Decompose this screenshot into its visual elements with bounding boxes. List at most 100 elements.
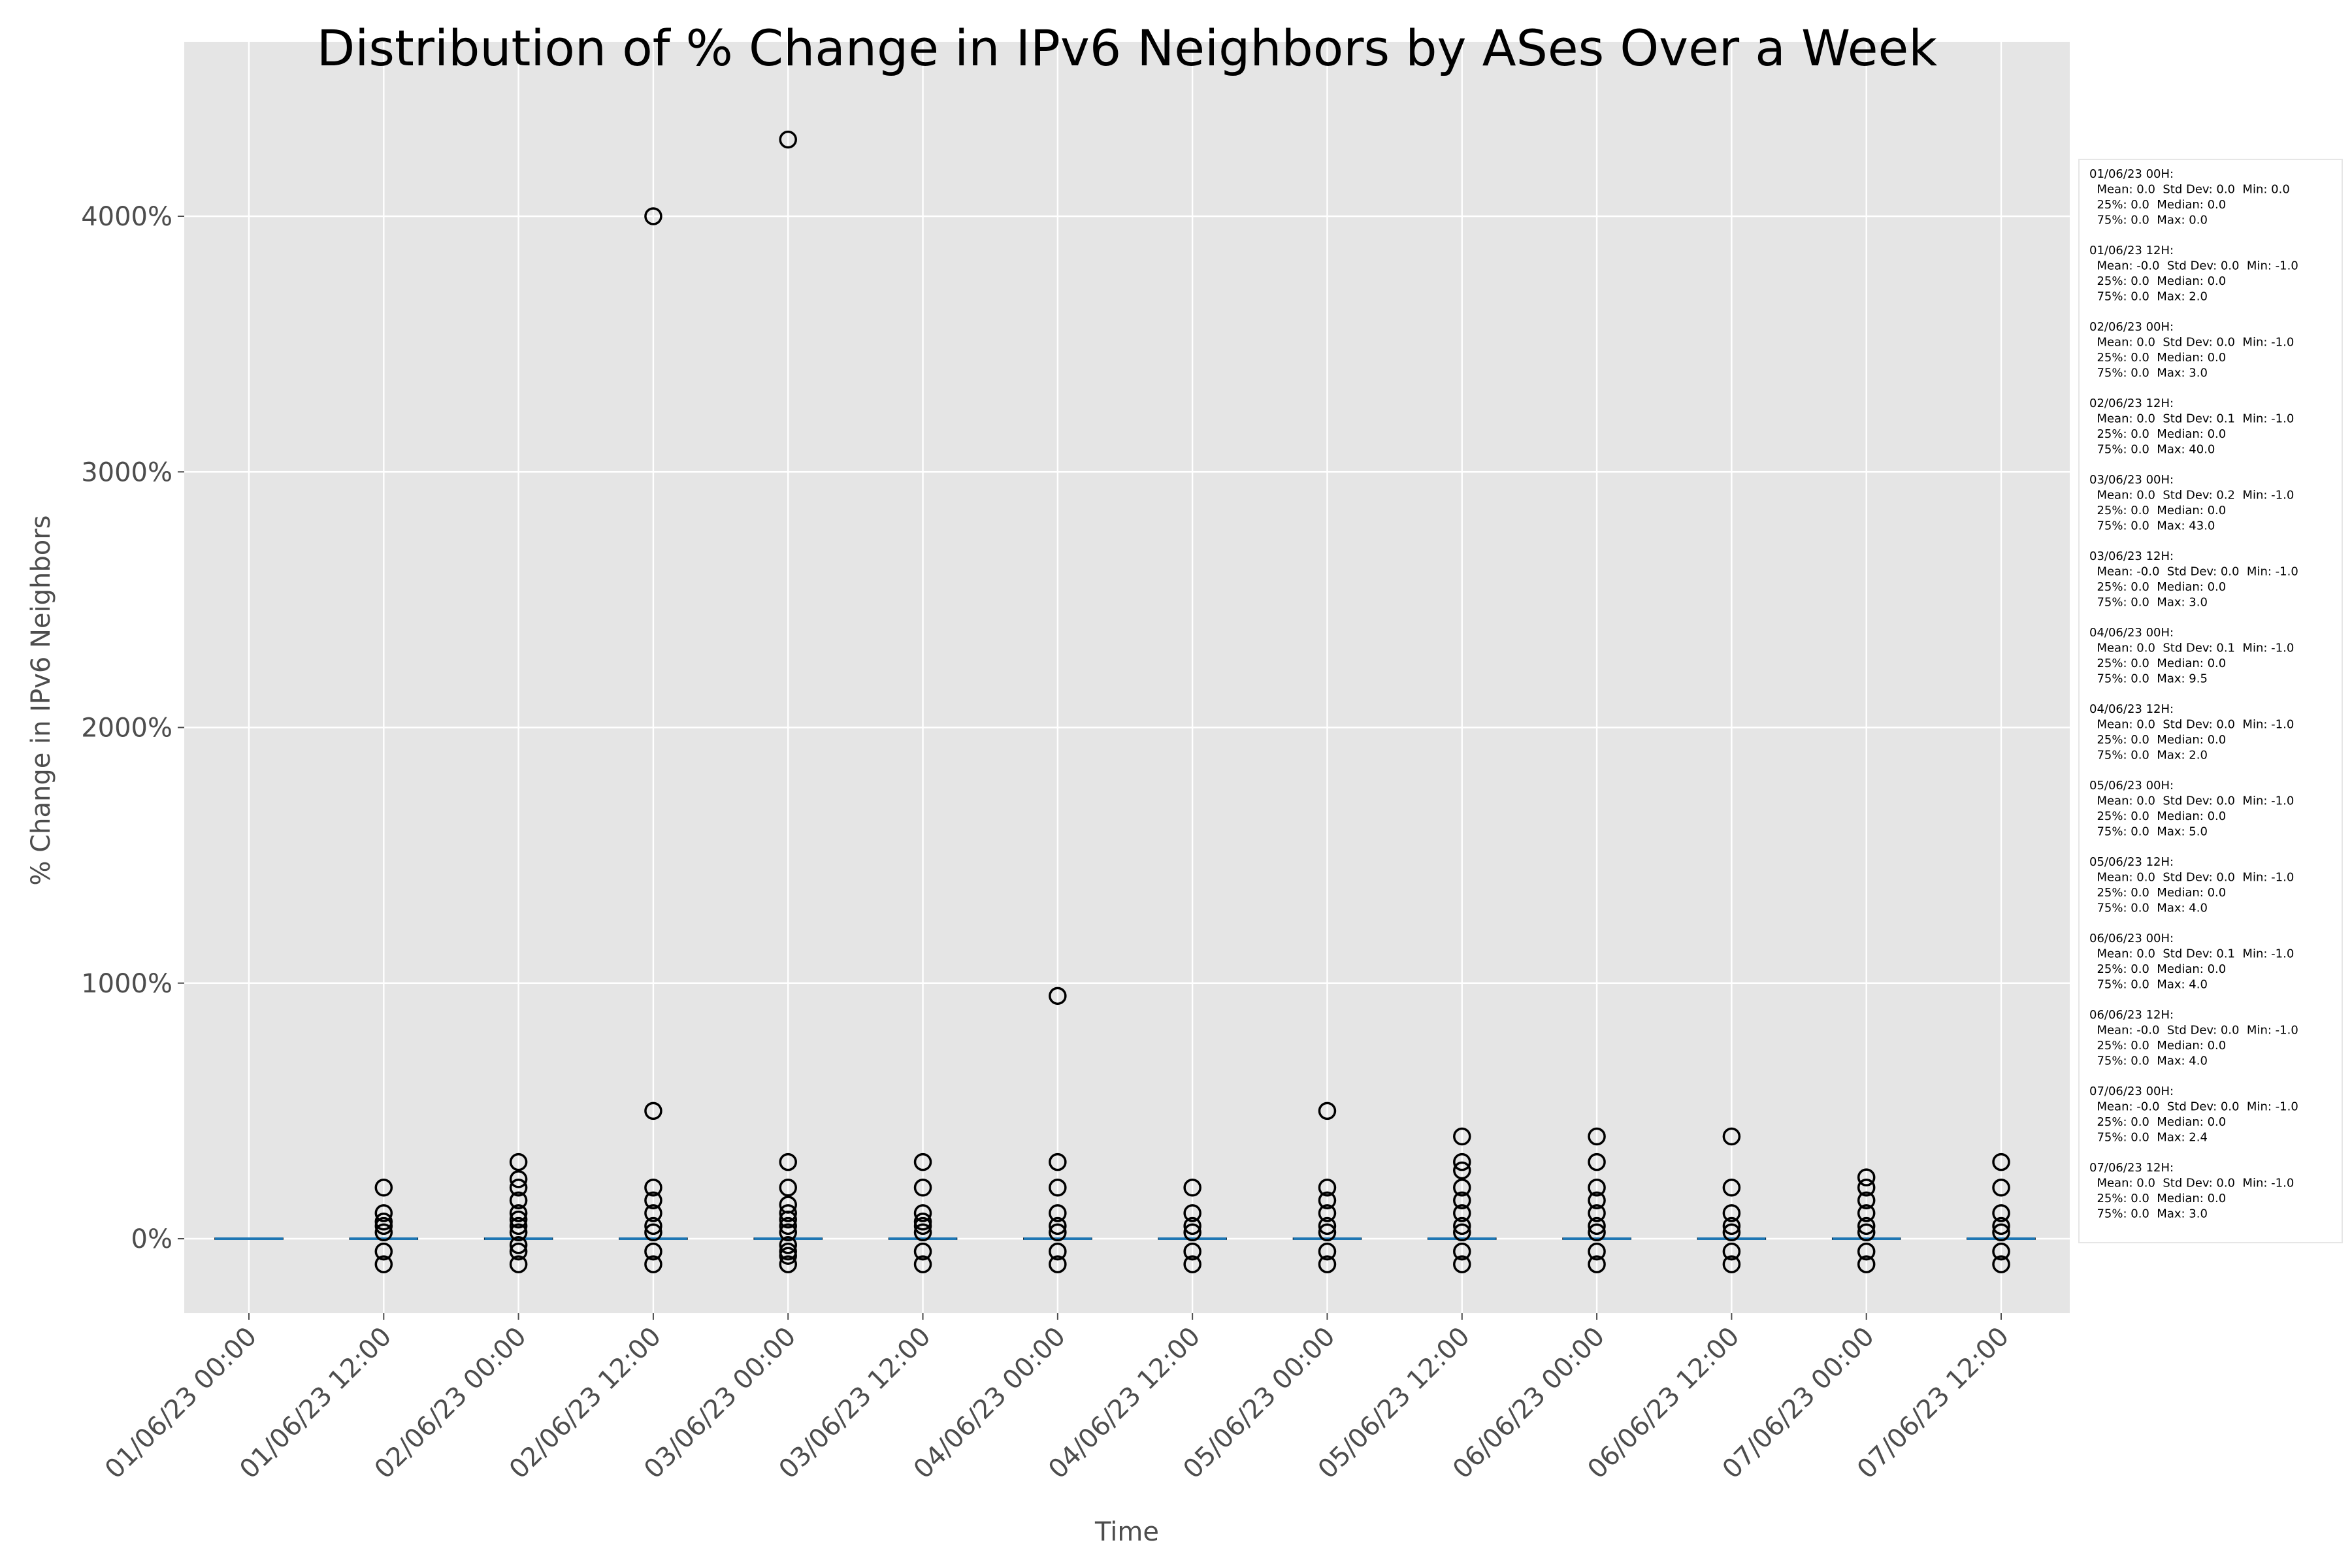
box-flier: [1588, 1179, 1606, 1197]
stats-entry-line: Mean: 0.0 Std Dev: 0.0 Min: -1.0: [2089, 336, 2294, 350]
box-flier: [644, 207, 662, 225]
box-flier: [1857, 1217, 1876, 1235]
box-flier: [913, 1242, 932, 1261]
box-flier: [779, 1179, 797, 1197]
stats-entry-line: Mean: -0.0 Std Dev: 0.0 Min: -1.0: [2089, 259, 2298, 273]
box-flier: [1318, 1179, 1337, 1197]
box-flier: [1857, 1223, 1876, 1241]
box-flier: [1453, 1204, 1471, 1222]
box-7: [1158, 1179, 1227, 1273]
stats-entry-line: Mean: -0.0 Std Dev: 0.0 Min: -1.0: [2089, 1024, 2298, 1037]
stats-entry-line: 75%: 0.0 Max: 5.0: [2089, 825, 2208, 839]
box-flier: [1049, 987, 1067, 1005]
box-flier: [1453, 1179, 1471, 1197]
box-5: [888, 1152, 958, 1273]
box-flier: [1992, 1217, 2010, 1235]
box-flier: [1588, 1152, 1606, 1171]
box-4: [753, 130, 823, 1273]
box-flier: [1049, 1179, 1067, 1197]
stats-entry-line: 75%: 0.0 Max: 3.0: [2089, 367, 2208, 380]
box-flier: [1992, 1204, 2010, 1222]
box-flier: [913, 1213, 932, 1231]
stats-entry: 03/06/23 12H: Mean: -0.0 Std Dev: 0.0 Mi…: [2089, 549, 2298, 610]
box-flier: [374, 1179, 393, 1197]
box-flier: [644, 1255, 662, 1273]
box-flier: [1857, 1255, 1876, 1273]
stats-entry: 01/06/23 12H: Mean: -0.0 Std Dev: 0.0 Mi…: [2089, 244, 2298, 304]
stats-entry-line: 25%: 0.0 Median: 0.0: [2089, 351, 2226, 365]
box-flier: [1049, 1204, 1067, 1222]
box-flier: [913, 1223, 932, 1241]
stats-entry: 05/06/23 12H: Mean: 0.0 Std Dev: 0.0 Min…: [2089, 855, 2294, 915]
stats-entry: 04/06/23 00H: Mean: 0.0 Std Dev: 0.1 Min…: [2089, 626, 2294, 686]
boxes-layer: [214, 130, 2036, 1273]
stats-entry-line: 25%: 0.0 Median: 0.0: [2089, 657, 2226, 670]
stats-entry-line: 75%: 0.0 Max: 9.5: [2089, 672, 2208, 686]
y-tick-label: 0%: [131, 1224, 172, 1254]
box-flier: [1722, 1217, 1741, 1235]
box-flier: [644, 1217, 662, 1235]
box-flier: [1183, 1217, 1201, 1235]
box-flier: [1857, 1168, 1876, 1186]
stats-entry-line: Mean: 0.0 Std Dev: 0.0 Min: -1.0: [2089, 871, 2294, 885]
y-ticks: 0% 1000% 2000% 3000% 4000%: [81, 202, 184, 1254]
box-flier: [1049, 1217, 1067, 1235]
stats-entry: 04/06/23 12H: Mean: 0.0 Std Dev: 0.0 Min…: [2089, 702, 2294, 762]
box-flier: [779, 1196, 797, 1214]
box-flier: [1722, 1179, 1741, 1197]
stats-entry-title: 02/06/23 12H:: [2089, 397, 2174, 410]
stats-entry-line: 25%: 0.0 Median: 0.0: [2089, 580, 2226, 594]
stats-entry-line: 75%: 0.0 Max: 40.0: [2089, 443, 2215, 457]
box-flier: [1183, 1204, 1201, 1222]
stats-entry-title: 04/06/23 12H:: [2089, 702, 2174, 716]
box-flier: [1722, 1223, 1741, 1241]
stats-entry: 07/06/23 12H: Mean: 0.0 Std Dev: 0.0 Min…: [2089, 1161, 2294, 1221]
stats-entry: 05/06/23 00H: Mean: 0.0 Std Dev: 0.0 Min…: [2089, 779, 2294, 839]
chart-title: Distribution of % Change in IPv6 Neighbo…: [317, 19, 1938, 77]
box-13: [1967, 1152, 2036, 1273]
stats-entry-line: 25%: 0.0 Median: 0.0: [2089, 427, 2226, 441]
box-flier: [779, 1204, 797, 1222]
box-flier: [374, 1255, 393, 1273]
box-flier: [1588, 1217, 1606, 1235]
stats-entry-line: 25%: 0.0 Median: 0.0: [2089, 1039, 2226, 1053]
box-flier: [1992, 1179, 2010, 1197]
stats-entry-title: 03/06/23 00H:: [2089, 473, 2174, 487]
box-flier: [779, 1217, 797, 1235]
stats-entry-title: 05/06/23 00H:: [2089, 779, 2174, 792]
box-flier: [1588, 1242, 1606, 1261]
stats-entry-line: 25%: 0.0 Median: 0.0: [2089, 733, 2226, 747]
stats-entry-line: 75%: 0.0 Max: 2.4: [2089, 1131, 2208, 1145]
box-1: [349, 1179, 419, 1273]
box-flier: [509, 1210, 528, 1229]
stats-entry-line: 25%: 0.0 Median: 0.0: [2089, 1115, 2226, 1129]
box-flier: [509, 1191, 528, 1210]
box-flier: [1049, 1223, 1067, 1241]
box-flier: [1588, 1191, 1606, 1210]
box-12: [1831, 1168, 1901, 1273]
box-flier: [374, 1223, 393, 1241]
box-flier: [1857, 1191, 1876, 1210]
box-flier: [509, 1223, 528, 1241]
box-flier: [1992, 1242, 2010, 1261]
stats-entry: 06/06/23 00H: Mean: 0.0 Std Dev: 0.1 Min…: [2089, 932, 2294, 992]
stats-entry: 02/06/23 12H: Mean: 0.0 Std Dev: 0.1 Min…: [2089, 397, 2294, 457]
box-flier: [779, 1242, 797, 1261]
box-flier: [644, 1191, 662, 1210]
stats-entry-line: Mean: 0.0 Std Dev: 0.0 Min: -1.0: [2089, 718, 2294, 732]
box-flier: [1453, 1223, 1471, 1241]
stats-entry-line: 25%: 0.0 Median: 0.0: [2089, 962, 2226, 976]
stats-entry-line: 75%: 0.0 Max: 43.0: [2089, 519, 2215, 533]
box-flier: [1318, 1255, 1337, 1273]
box-flier: [1453, 1127, 1471, 1146]
x-axis-label: Time: [1094, 1517, 1159, 1547]
box-flier: [1318, 1102, 1337, 1120]
box-flier: [509, 1217, 528, 1235]
stats-legend: 01/06/23 00H: Mean: 0.0 Std Dev: 0.0 Min…: [2078, 159, 2343, 1243]
box-8: [1292, 1102, 1362, 1273]
stats-entry-title: 06/06/23 00H:: [2089, 932, 2174, 945]
box-flier: [374, 1242, 393, 1261]
stats-entry-line: Mean: 0.0 Std Dev: 0.1 Min: -1.0: [2089, 642, 2294, 655]
stats-entry-line: Mean: 0.0 Std Dev: 0.0 Min: -1.0: [2089, 794, 2294, 808]
